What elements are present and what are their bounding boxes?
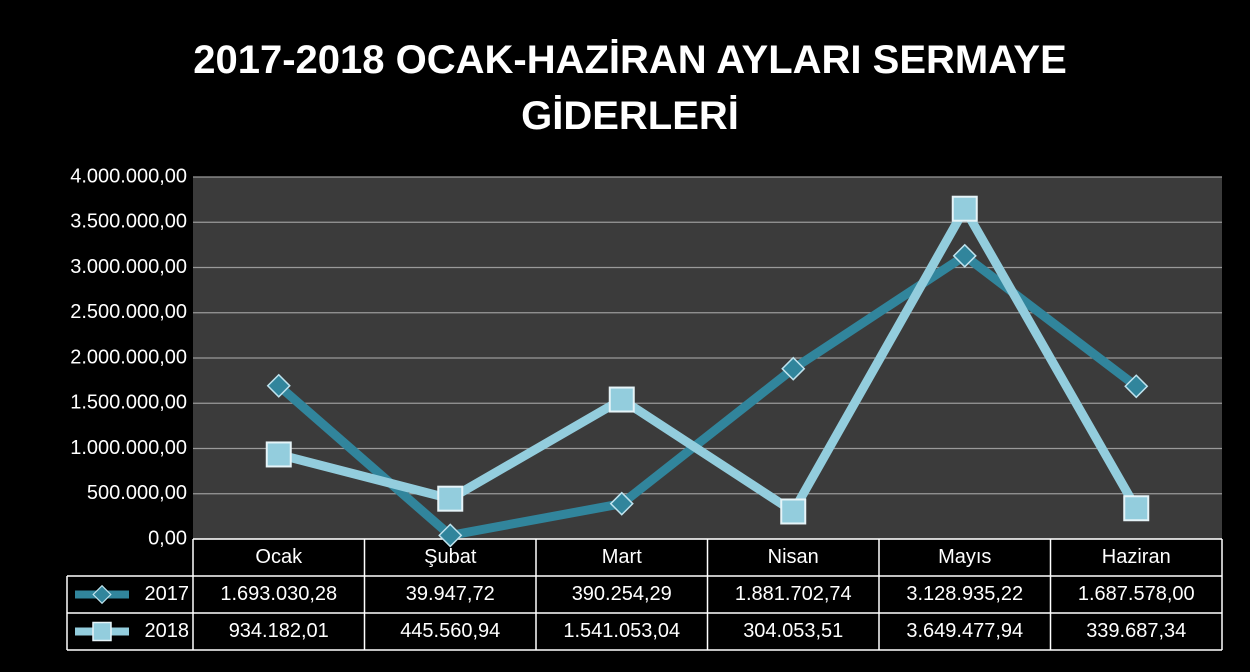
legend-label: 2018 (145, 620, 190, 642)
x-tick-label: Haziran (1102, 546, 1171, 568)
y-tick-label: 1.000.000,00 (70, 437, 187, 459)
table-value: 1.687.578,00 (1078, 583, 1195, 605)
table-value: 339.687,34 (1086, 620, 1186, 642)
legend-marker (92, 584, 112, 605)
y-tick-label: 2.000.000,00 (70, 346, 187, 368)
point-marker (437, 485, 464, 512)
x-tick-label: Nisan (768, 546, 819, 568)
table-value: 3.128.935,22 (906, 583, 1023, 605)
y-tick-label: 3.500.000,00 (70, 211, 187, 233)
table-value: 1.541.053,04 (563, 620, 680, 642)
point-marker (952, 243, 977, 268)
x-tick-label: Ocak (255, 546, 303, 568)
y-tick-label: 3.000.000,00 (70, 256, 187, 278)
table-value: 39.947,72 (406, 583, 495, 605)
y-tick-label: 500.000,00 (87, 482, 187, 504)
point-marker (265, 441, 292, 468)
point-marker (951, 195, 978, 222)
point-marker (608, 386, 635, 413)
y-tick-label: 2.500.000,00 (70, 301, 187, 323)
x-tick-label: Şubat (424, 546, 477, 568)
table-value: 445.560,94 (400, 620, 500, 642)
y-tick-label: 0,00 (148, 527, 187, 549)
x-tick-label: Mart (602, 546, 642, 568)
table-value: 1.881.702,74 (735, 583, 852, 605)
chart-title: 2017-2018 OCAK-HAZİRAN AYLARI SERMAYE Gİ… (193, 38, 1067, 138)
table-value: 1.693.030,28 (220, 583, 337, 605)
point-marker (609, 491, 634, 516)
y-tick-label: 4.000.000,00 (70, 165, 187, 187)
legend-label: 2017 (145, 583, 190, 605)
table-value: 390.254,29 (572, 583, 672, 605)
point-marker (780, 498, 807, 525)
table-value: 304.053,51 (743, 620, 843, 642)
point-marker (266, 373, 291, 398)
legend-marker (92, 621, 112, 642)
point-marker (438, 523, 463, 548)
point-marker (1124, 374, 1149, 399)
series-line (277, 204, 1141, 516)
y-tick-label: 1.500.000,00 (70, 392, 187, 414)
table-value: 934.182,01 (229, 620, 329, 642)
x-tick-label: Mayıs (938, 546, 991, 568)
point-marker (781, 356, 806, 381)
series-line (275, 251, 1139, 540)
table-value: 3.649.477,94 (906, 620, 1023, 642)
point-marker (1123, 495, 1150, 522)
